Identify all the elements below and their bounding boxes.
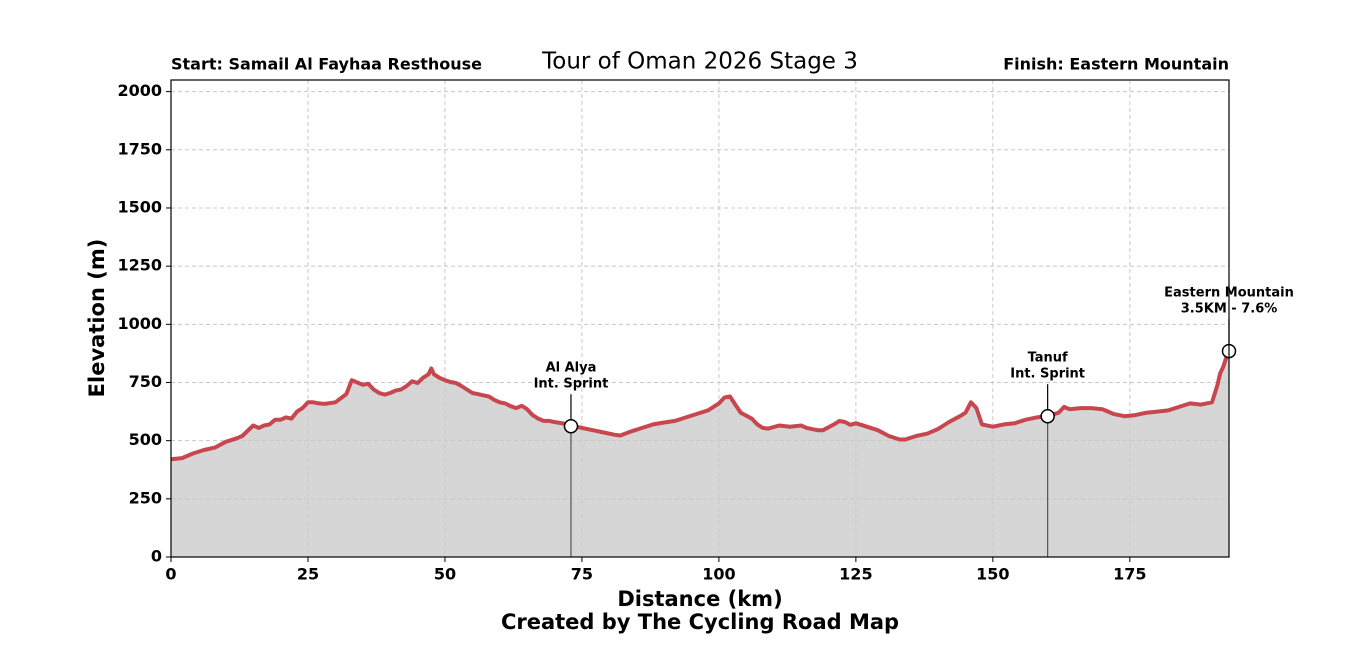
x-tick-label: 175 [1113, 565, 1146, 584]
plot-frame [170, 79, 1230, 558]
chart-title: Tour of Oman 2026 Stage 3 [541, 49, 858, 75]
x-tick-label: 0 [165, 565, 176, 584]
x-tick-label: 125 [839, 565, 872, 584]
y-tick-label: 1250 [117, 256, 162, 275]
x-tick-label: 150 [976, 565, 1009, 584]
annotation-marker [563, 418, 579, 434]
y-tick-label: 1500 [117, 197, 162, 216]
x-tick-label: 100 [702, 565, 735, 584]
y-tick-label: 1750 [117, 139, 162, 158]
y-tick-label: 1000 [117, 314, 162, 333]
y-axis-label: Elevation (m) [85, 239, 109, 398]
elevation-area [171, 351, 1229, 557]
footer: Created by The Cycling Road Map [501, 610, 899, 634]
y-tick-label: 2000 [117, 81, 162, 100]
y-tick-label: 500 [129, 430, 162, 449]
y-tick-label: 750 [129, 372, 162, 391]
x-tick-label: 75 [571, 565, 593, 584]
finish-label: Finish: Eastern Mountain [1003, 55, 1229, 74]
y-tick-label: 250 [129, 488, 162, 507]
annotation-text: Al Alya [546, 361, 597, 376]
x-tick-label: 25 [297, 565, 319, 584]
annotation-text: Int. Sprint [1010, 367, 1085, 382]
annotation-text: Int. Sprint [534, 377, 609, 392]
y-tick-label: 0 [151, 547, 162, 566]
annotation-marker [1040, 408, 1055, 424]
annotation-text: Tanuf [1028, 351, 1068, 366]
elevation-line [170, 350, 1231, 462]
x-tick-label: 50 [434, 565, 456, 584]
start-label: Start: Samail Al Fayhaa Resthouse [171, 55, 482, 74]
x-axis-label: Distance (km) [617, 587, 782, 611]
